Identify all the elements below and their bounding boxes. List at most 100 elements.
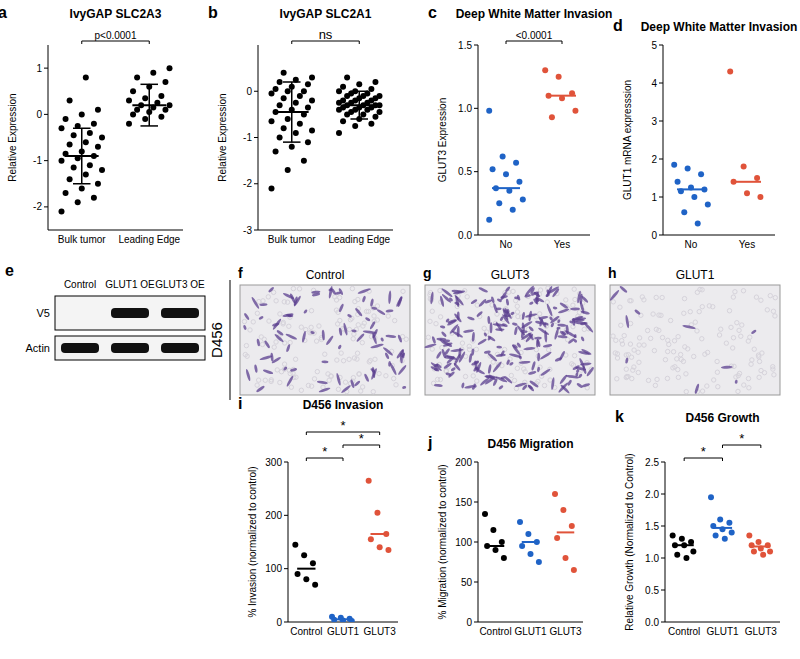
stained-cell (285, 333, 297, 341)
pore (611, 334, 615, 338)
pore (386, 314, 390, 318)
data-point (285, 116, 291, 122)
stained-cell (431, 336, 436, 344)
pore (309, 325, 313, 329)
pore (438, 288, 442, 292)
pore (683, 345, 687, 349)
pore (299, 325, 303, 329)
stained-cell (487, 336, 492, 341)
pore (564, 298, 568, 302)
significance-bracket (506, 41, 562, 44)
stained-cell (380, 337, 384, 342)
pore (651, 312, 655, 316)
pore (343, 380, 347, 384)
pore (546, 348, 550, 352)
stained-cell (544, 322, 549, 326)
pore (741, 289, 745, 293)
pore (705, 384, 709, 388)
data-point (519, 543, 525, 549)
panel-c: 0.00.51.01.5GLUT3 ExpressionNoYes<0.0001… (428, 4, 612, 250)
western-blot: eControlGLUT1 OEGLUT3 OEV5Actin (5, 262, 205, 360)
data-point (683, 555, 689, 561)
chart-title: IvyGAP SLC2A3 (70, 7, 162, 21)
pore (274, 340, 278, 344)
pore (274, 299, 278, 303)
stained-cell (492, 323, 505, 327)
data-point (691, 194, 697, 200)
pore (509, 373, 513, 377)
error-cap (73, 183, 91, 185)
data-point (289, 144, 295, 150)
pore (271, 290, 275, 294)
pore (244, 343, 248, 347)
stained-cell (498, 385, 504, 390)
pore (428, 319, 432, 323)
pore (698, 287, 702, 291)
stained-cell (424, 343, 437, 349)
stained-cell (449, 323, 459, 334)
y-tick (254, 137, 258, 138)
lane-label: GLUT3 OE (155, 279, 205, 290)
panel-letter: c (428, 4, 437, 21)
y-tick-label: 50 (461, 577, 473, 588)
significance-label: * (322, 444, 327, 459)
pore (515, 304, 519, 308)
y-tick (284, 622, 288, 623)
pore (626, 374, 630, 378)
pore (491, 360, 495, 364)
pore (371, 390, 375, 394)
data-point (552, 491, 558, 497)
stained-cell (388, 291, 392, 305)
stained-cell (682, 324, 696, 330)
category-label: Control (668, 626, 700, 637)
data-point (482, 511, 488, 517)
data-point (500, 153, 506, 159)
pore (309, 308, 313, 312)
stained-cell (272, 318, 282, 331)
stained-cell (490, 322, 493, 333)
pore (360, 385, 364, 389)
stained-cell (471, 360, 480, 367)
pore (347, 357, 351, 361)
stained-cell (256, 385, 266, 393)
data-point (542, 67, 548, 73)
pore (676, 375, 680, 379)
pore (684, 372, 688, 376)
pore (675, 357, 679, 361)
pore (671, 350, 675, 354)
y-tick-label: 0 (466, 617, 472, 628)
pore (401, 289, 405, 293)
pore (293, 357, 297, 361)
stained-cell (303, 309, 308, 314)
pore (618, 305, 622, 309)
error-cap (140, 125, 158, 127)
stained-cell (357, 287, 371, 294)
stained-cell (580, 322, 588, 326)
stained-cell (338, 303, 344, 312)
pore (266, 295, 270, 299)
stained-cell (483, 332, 488, 337)
category-label: Bulk tumor (58, 234, 106, 245)
panel-b: -3-2-10Relative ExpressionBulk tumorLead… (208, 4, 393, 245)
stained-cell (484, 350, 491, 354)
significance-label: ns (319, 27, 333, 42)
pore (692, 354, 696, 358)
stained-cell (537, 316, 547, 329)
pore (705, 350, 709, 354)
panel-letter: h (608, 265, 617, 281)
micrograph: gGLUT3 (423, 265, 595, 395)
panel-d: 012345GLUT1 mRNA expresssionNoYesDeep Wh… (613, 17, 797, 250)
pore (373, 357, 377, 361)
stained-cell (565, 374, 579, 379)
pore (255, 311, 259, 315)
center-line (492, 187, 520, 189)
y-tick (474, 45, 478, 46)
error-bar (140, 84, 158, 126)
data-point (757, 194, 763, 200)
pore (619, 323, 623, 327)
pore (629, 299, 633, 303)
stained-cell (433, 367, 438, 371)
y-axis (663, 45, 664, 235)
y-tick (474, 542, 478, 543)
data-point (309, 128, 315, 134)
